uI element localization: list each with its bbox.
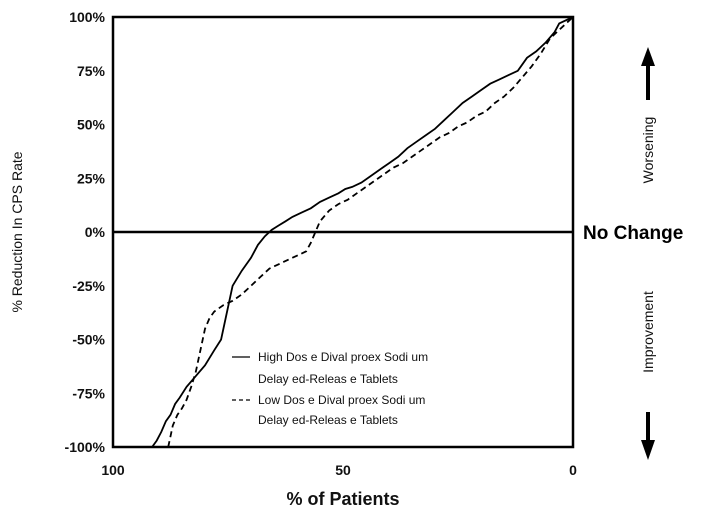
legend-label-low-dose-line1: Low Dos e Dival proex Sodi um [258,393,425,407]
y-tick-label: 100% [69,9,105,25]
worsening-label: Worsening [640,117,656,184]
y-tick-label: -75% [72,385,105,401]
y-tick-label: -25% [72,278,105,294]
y-tick-label: 75% [77,63,106,79]
lines-layer [151,16,574,448]
y-axis-title: % Reduction In CPS Rate [9,151,25,312]
y-tick-label: 25% [77,170,106,186]
y-tick-label: -50% [72,332,105,348]
improvement-label: Improvement [640,291,656,373]
legend-label-high-dose-line1: High Dos e Dival proex Sodi um [258,350,428,364]
ticks-layer: 100% 75% 50% 25% 0% -25% -50% -75% -100% 100 50 0 [65,9,578,478]
x-tick-label: 50 [335,462,351,478]
x-axis-title: % of Patients [286,489,399,509]
series-line-low-dose [167,16,574,448]
x-tick-label: 100 [101,462,125,478]
y-tick-label: -100% [65,439,106,455]
legend-label-low-dose-line2: Delay ed-Releas e Tablets [258,413,398,427]
no-change-label: No Change [583,223,683,244]
y-tick-label: 0% [85,224,106,240]
y-tick-label: 50% [77,117,106,133]
worsening-arrow-icon [641,47,655,100]
legend-label-high-dose-line2: Delay ed-Releas e Tablets [258,372,398,386]
series-line-high-dose [151,16,574,448]
x-tick-label: 0 [569,462,577,478]
improvement-arrow-icon [641,412,655,460]
legend: High Dos e Dival proex Sodi um Delay ed-… [232,350,428,427]
